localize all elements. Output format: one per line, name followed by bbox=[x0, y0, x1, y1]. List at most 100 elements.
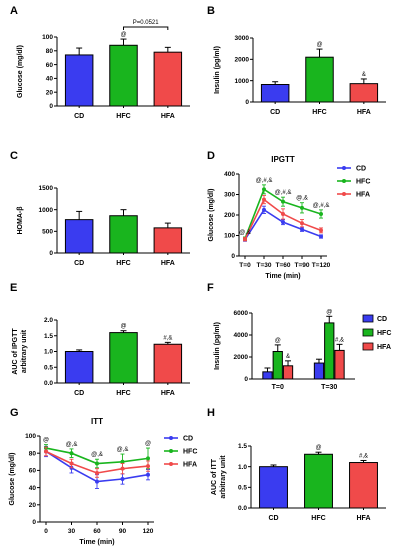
x-tick-label: 90 bbox=[119, 528, 127, 535]
bar-hfc bbox=[109, 44, 138, 107]
legend-marker-hfa bbox=[169, 462, 173, 466]
significance-mark: @,#,& bbox=[256, 178, 273, 184]
significance-mark: @,& bbox=[239, 230, 251, 236]
legend-label-hfa: HFA bbox=[356, 192, 370, 199]
point-hfa bbox=[281, 211, 285, 216]
y-tick-label: 4000 bbox=[234, 332, 249, 339]
x-tick-label: HFA bbox=[161, 260, 175, 267]
panel-label: F bbox=[207, 282, 214, 294]
point-hfa bbox=[146, 464, 150, 469]
y-axis-label-2: arbitrary unit bbox=[21, 329, 28, 373]
y-tick-label: 500 bbox=[42, 229, 53, 236]
x-tick-label: CD bbox=[74, 260, 84, 267]
point-hfa bbox=[243, 237, 247, 242]
bar-hfc bbox=[304, 453, 333, 509]
x-tick-label: HFC bbox=[312, 109, 326, 116]
significance-bracket bbox=[123, 26, 169, 30]
y-tick-label: 400 bbox=[224, 171, 235, 178]
significance-mark: @ bbox=[316, 42, 322, 48]
significance-mark: #,& bbox=[163, 335, 172, 341]
y-axis-label: HOMA-β bbox=[17, 206, 24, 235]
point-hfc bbox=[95, 461, 99, 466]
x-tick-label: T=30 bbox=[257, 262, 272, 269]
y-tick-label: 100 bbox=[224, 233, 235, 240]
point-cd bbox=[262, 207, 266, 212]
significance-mark: @,& bbox=[117, 447, 129, 453]
y-tick-label: 6000 bbox=[234, 310, 249, 317]
bar-hfa-t0 bbox=[282, 365, 294, 380]
point-hfc bbox=[300, 205, 304, 210]
y-tick-label: 0.0 bbox=[44, 380, 53, 387]
x-tick-label: HFA bbox=[161, 390, 175, 397]
x-tick-label: CD bbox=[268, 515, 278, 522]
y-tick-label: 0 bbox=[49, 250, 53, 257]
panel-label: D bbox=[207, 150, 215, 162]
legend-label-hfc: HFC bbox=[356, 179, 370, 186]
x-tick-label: HFA bbox=[357, 109, 371, 116]
significance-mark: #,& bbox=[335, 337, 344, 343]
chart-title: IPGTT bbox=[271, 155, 295, 164]
y-axis-label: Insulin (pg/ml) bbox=[214, 322, 221, 370]
x-tick-label: T=60 bbox=[276, 262, 291, 269]
x-tick-label: HFC bbox=[116, 390, 130, 397]
y-tick-label: 20 bbox=[46, 89, 54, 96]
y-tick-label: 3000 bbox=[235, 35, 250, 42]
bar-hfa bbox=[349, 83, 379, 103]
y-axis-label: Insulin (pg/ml) bbox=[214, 46, 221, 94]
bar-cd-t30 bbox=[313, 362, 325, 380]
y-tick-label: 0.0 bbox=[238, 505, 247, 512]
x-tick-label: 30 bbox=[68, 528, 76, 535]
y-tick-label: 2000 bbox=[234, 354, 249, 361]
point-cd bbox=[281, 220, 285, 225]
point-hfc bbox=[120, 459, 125, 464]
legend-label-hfa: HFA bbox=[377, 344, 391, 351]
y-axis-label-2: arbitrary unit bbox=[220, 455, 227, 499]
point-cd bbox=[95, 479, 99, 484]
point-hfa bbox=[300, 221, 304, 226]
panel-label: E bbox=[10, 282, 17, 294]
bar-cd bbox=[259, 466, 288, 509]
significance-mark: @ bbox=[275, 338, 281, 344]
y-tick-label: 1.0 bbox=[44, 349, 53, 356]
bar-cd bbox=[64, 351, 94, 384]
point-hfa bbox=[120, 466, 125, 471]
x-tick-label: HFC bbox=[116, 260, 130, 267]
y-tick-label: 60 bbox=[46, 62, 54, 69]
x-tick-label: T=90 bbox=[295, 262, 310, 269]
point-hfc bbox=[69, 451, 74, 456]
legend-marker-hfa bbox=[342, 192, 346, 196]
bar-hfc bbox=[109, 332, 138, 384]
point-hfa bbox=[319, 228, 323, 233]
bar-hfc-t0 bbox=[272, 351, 283, 380]
legend-label-cd: CD bbox=[356, 166, 366, 173]
significance-mark: & bbox=[362, 72, 366, 78]
panel-label: G bbox=[10, 407, 19, 419]
legend-label-hfc: HFC bbox=[377, 330, 391, 337]
y-tick-label: 0.5 bbox=[238, 485, 247, 492]
legend-marker-hfc bbox=[342, 179, 346, 183]
x-axis-label: Time (min) bbox=[79, 539, 114, 546]
y-tick-label: 80 bbox=[29, 450, 37, 457]
x-tick-label: T=0 bbox=[272, 384, 284, 391]
y-tick-label: 0 bbox=[231, 253, 235, 260]
significance-mark: @,& bbox=[296, 196, 308, 202]
y-tick-label: 20 bbox=[29, 502, 37, 509]
legend-label-hfa: HFA bbox=[183, 462, 197, 469]
significance-mark: @ bbox=[315, 445, 321, 451]
significance-mark: @ bbox=[43, 438, 49, 444]
y-axis-label: Glucose (mg/dl) bbox=[208, 189, 215, 242]
x-tick-label: CD bbox=[74, 113, 84, 120]
point-hfa bbox=[262, 197, 266, 202]
x-tick-label: CD bbox=[270, 109, 280, 116]
legend-marker-hfc bbox=[169, 449, 173, 453]
bar-hfc-t30 bbox=[324, 322, 335, 380]
x-tick-label: 120 bbox=[143, 528, 154, 535]
bracket-label: P=0.0521 bbox=[133, 20, 160, 26]
x-tick-label: HFC bbox=[311, 515, 325, 522]
y-tick-label: 40 bbox=[29, 485, 37, 492]
point-cd bbox=[319, 234, 323, 239]
bar-hfa bbox=[153, 51, 183, 107]
x-tick-label: HFC bbox=[116, 113, 130, 120]
x-tick-label: T=0 bbox=[239, 262, 251, 269]
